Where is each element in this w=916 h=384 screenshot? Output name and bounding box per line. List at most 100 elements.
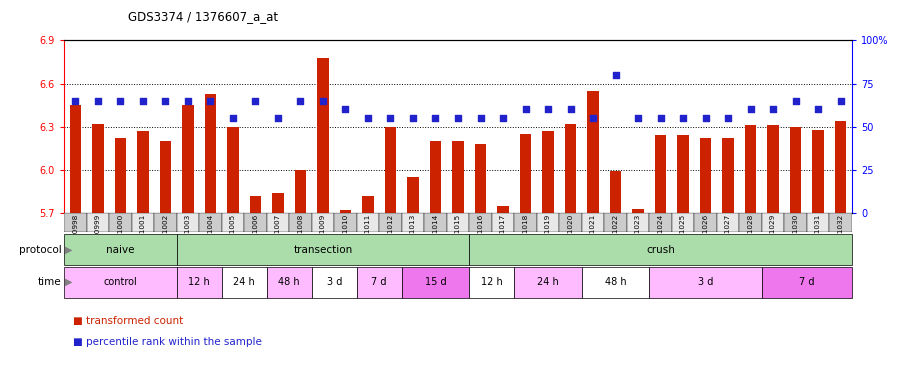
Bar (694, 213, 717, 232)
Text: GSM251030: GSM251030 (792, 214, 799, 258)
Bar (671, 213, 694, 232)
Bar (137, 131, 148, 213)
Text: GSM251002: GSM251002 (162, 214, 169, 258)
Point (518, 106, 533, 113)
Point (834, 98, 848, 104)
Text: ▶: ▶ (65, 245, 72, 255)
Text: time: time (38, 277, 61, 287)
Text: ■ transformed count: ■ transformed count (73, 316, 183, 326)
Bar (379, 213, 402, 232)
Point (203, 98, 218, 104)
Text: GSM251017: GSM251017 (500, 214, 506, 258)
Bar (790, 127, 802, 213)
Bar (154, 213, 177, 232)
Bar (649, 267, 762, 298)
Point (293, 98, 308, 104)
Text: transection: transection (293, 245, 353, 255)
Bar (64, 267, 177, 298)
Bar (64, 213, 87, 232)
Bar (356, 267, 402, 298)
Bar (70, 105, 81, 213)
Point (361, 115, 376, 121)
Bar (829, 213, 852, 232)
Bar (649, 213, 671, 232)
Text: GSM251018: GSM251018 (522, 214, 529, 258)
Bar (447, 213, 469, 232)
Text: 7 d: 7 d (799, 277, 814, 287)
Bar (245, 213, 267, 232)
Bar (177, 213, 199, 232)
Text: GSM251001: GSM251001 (140, 214, 146, 258)
Point (721, 115, 736, 121)
Text: 48 h: 48 h (605, 277, 627, 287)
Bar (64, 234, 177, 265)
Text: GSM251029: GSM251029 (770, 214, 776, 258)
Text: GDS3374 / 1376607_a_at: GDS3374 / 1376607_a_at (128, 10, 278, 23)
Text: GSM251023: GSM251023 (635, 214, 641, 258)
Text: 3 d: 3 d (326, 277, 342, 287)
Text: GSM251016: GSM251016 (477, 214, 484, 258)
Bar (430, 141, 442, 213)
Point (676, 115, 691, 121)
Text: GSM251026: GSM251026 (703, 214, 709, 258)
Text: GSM251006: GSM251006 (253, 214, 258, 258)
Point (631, 115, 646, 121)
Text: control: control (104, 277, 137, 287)
Point (585, 115, 600, 121)
Bar (132, 213, 154, 232)
Text: 3 d: 3 d (698, 277, 714, 287)
Text: GSM250999: GSM250999 (95, 214, 101, 258)
Bar (363, 196, 374, 213)
Bar (717, 213, 739, 232)
Point (113, 98, 127, 104)
Bar (812, 130, 823, 213)
Bar (453, 141, 463, 213)
Text: 48 h: 48 h (278, 277, 300, 287)
Text: 12 h: 12 h (481, 277, 503, 287)
Bar (334, 213, 356, 232)
Text: GSM251032: GSM251032 (837, 214, 844, 258)
Bar (87, 213, 109, 232)
Bar (177, 234, 469, 265)
Text: GSM251019: GSM251019 (545, 214, 551, 258)
Bar (222, 213, 245, 232)
Point (180, 98, 195, 104)
Point (91, 98, 105, 104)
Bar (700, 138, 711, 213)
Point (608, 72, 623, 78)
Bar (289, 213, 311, 232)
Bar (469, 267, 514, 298)
Text: GSM251012: GSM251012 (387, 214, 394, 258)
Bar (311, 267, 356, 298)
Text: 24 h: 24 h (537, 277, 559, 287)
Text: 12 h: 12 h (189, 277, 210, 287)
Point (451, 115, 465, 121)
Bar (587, 91, 599, 213)
Text: GSM251013: GSM251013 (410, 214, 416, 258)
Bar (272, 193, 284, 213)
Bar (560, 213, 582, 232)
Text: GSM251009: GSM251009 (320, 214, 326, 258)
Bar (582, 267, 649, 298)
Bar (762, 213, 784, 232)
Text: GSM251031: GSM251031 (815, 214, 821, 258)
Bar (109, 213, 132, 232)
Point (540, 106, 555, 113)
Point (406, 115, 420, 121)
Point (789, 98, 803, 104)
Bar (205, 94, 216, 213)
Text: GSM251024: GSM251024 (658, 214, 663, 258)
Point (766, 106, 780, 113)
Bar (311, 213, 334, 232)
Bar (514, 267, 582, 298)
Bar (469, 213, 492, 232)
Bar (295, 170, 306, 213)
Point (743, 106, 758, 113)
Point (563, 106, 578, 113)
Point (496, 115, 510, 121)
Bar (402, 267, 469, 298)
Bar (632, 209, 644, 213)
Bar (177, 267, 222, 298)
Bar (408, 177, 419, 213)
Text: protocol: protocol (18, 245, 61, 255)
